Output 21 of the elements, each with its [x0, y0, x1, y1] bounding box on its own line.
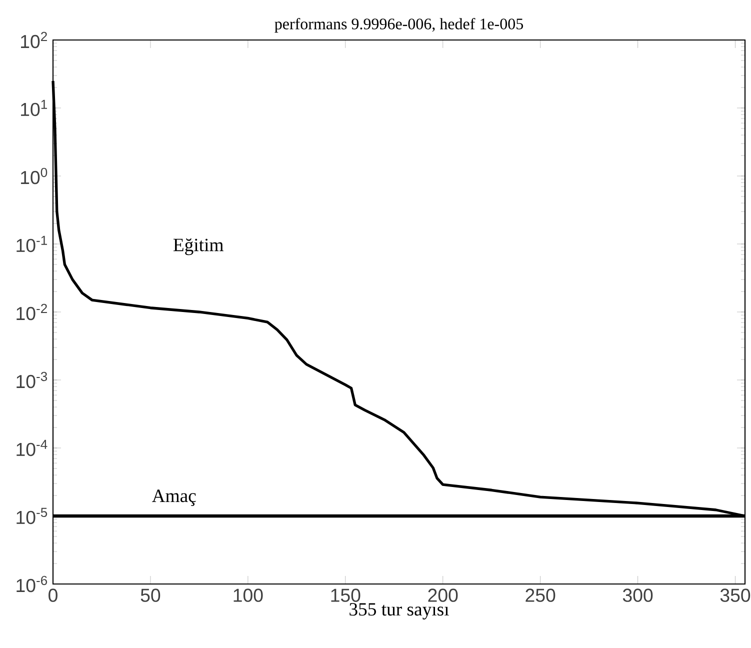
y-tick-label: 10$^{-3}$ — [16, 372, 48, 388]
x-tick-label: 250 — [526, 588, 556, 602]
y-tick-label: 10$^{-2}$ — [16, 304, 47, 320]
x-tick-label: 200 — [428, 588, 458, 602]
y-tick-label: 10$^{-6}$ — [16, 576, 48, 592]
x-tick-label: 50 — [140, 588, 160, 602]
x-tick-label: 150 — [331, 588, 360, 602]
chart-title: performans 9.9996e-006, hedef 1e-005 — [274, 18, 524, 33]
x-tick-label: 300 — [622, 588, 653, 602]
y-tick-label: 10$^{1}$ — [21, 100, 47, 116]
y-tick-label: 10$^{0}$ — [21, 168, 48, 184]
y-tick-label: 10$^{-4}$ — [16, 440, 48, 456]
x-tick-label: 100 — [234, 588, 263, 602]
ref-line-label: Amaç — [152, 490, 196, 506]
x-tick-label: 0 — [48, 588, 58, 602]
y-tick-label: 10$^{2}$ — [21, 32, 47, 48]
y-tick-label: 10$^{-5}$ — [16, 508, 48, 524]
x-tick-label: 350 — [720, 588, 750, 602]
x-axis-title: 355 tur sayısı — [350, 603, 449, 620]
text: Eğitim — [173, 238, 224, 256]
y-tick-label: 10$^{-1}$ — [16, 236, 47, 252]
